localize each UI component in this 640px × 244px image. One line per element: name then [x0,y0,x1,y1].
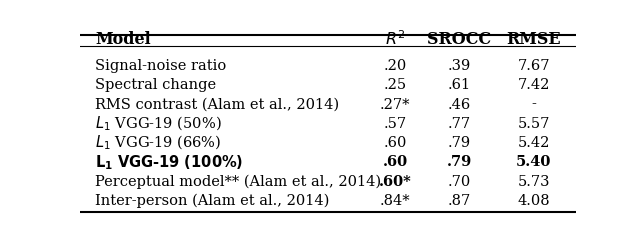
Text: -: - [531,98,536,112]
Text: .46: .46 [448,98,471,112]
Text: 5.40: 5.40 [516,155,552,169]
Text: $\mathit{L}_1$ VGG-19 (50%): $\mathit{L}_1$ VGG-19 (50%) [95,115,221,133]
Text: 7.67: 7.67 [518,59,550,73]
Text: .77: .77 [448,117,471,131]
Text: .60: .60 [383,136,406,150]
Text: Signal-noise ratio: Signal-noise ratio [95,59,226,73]
Text: 5.73: 5.73 [518,175,550,189]
Text: .60*: .60* [379,175,412,189]
Text: .27*: .27* [380,98,410,112]
Text: Model: Model [95,31,150,48]
Text: .79: .79 [448,136,471,150]
Text: .60: .60 [382,155,408,169]
Text: Inter-person (Alam et al., 2014): Inter-person (Alam et al., 2014) [95,194,329,208]
Text: .87: .87 [448,194,471,208]
Text: .70: .70 [448,175,471,189]
Text: .39: .39 [448,59,471,73]
Text: RMSE: RMSE [506,31,561,48]
Text: 5.57: 5.57 [518,117,550,131]
Text: .20: .20 [383,59,406,73]
Text: $\mathbf{L_1}$ $\mathbf{VGG}$-$\mathbf{19}$ $\mathbf{(100\%)}$: $\mathbf{L_1}$ $\mathbf{VGG}$-$\mathbf{1… [95,153,243,172]
Text: Perceptual model** (Alam et al., 2014): Perceptual model** (Alam et al., 2014) [95,174,381,189]
Text: Spectral change: Spectral change [95,78,216,92]
Text: .79: .79 [447,155,472,169]
Text: .61: .61 [448,78,471,92]
Text: 7.42: 7.42 [518,78,550,92]
Text: 4.08: 4.08 [518,194,550,208]
Text: $R^2$: $R^2$ [385,30,405,49]
Text: RMS contrast (Alam et al., 2014): RMS contrast (Alam et al., 2014) [95,98,339,112]
Text: .84*: .84* [380,194,410,208]
Text: .25: .25 [383,78,406,92]
Text: 5.42: 5.42 [518,136,550,150]
Text: SROCC: SROCC [428,31,492,48]
Text: .57: .57 [383,117,406,131]
Text: $\mathit{L}_1$ VGG-19 (66%): $\mathit{L}_1$ VGG-19 (66%) [95,134,221,152]
